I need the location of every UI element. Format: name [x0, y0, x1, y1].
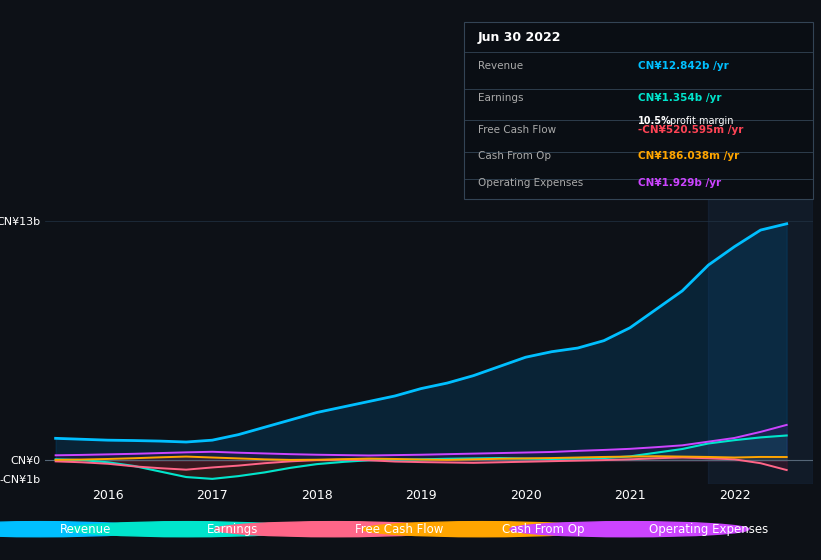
Text: CN¥186.038m /yr: CN¥186.038m /yr	[639, 151, 740, 161]
Text: Free Cash Flow: Free Cash Flow	[478, 125, 556, 135]
Text: Cash From Op: Cash From Op	[502, 522, 585, 536]
Circle shape	[510, 522, 749, 536]
Text: -CN¥520.595m /yr: -CN¥520.595m /yr	[639, 125, 744, 135]
Text: Earnings: Earnings	[207, 522, 259, 536]
Circle shape	[0, 522, 159, 536]
Text: 10.5%: 10.5%	[639, 116, 672, 126]
Text: Operating Expenses: Operating Expenses	[649, 522, 768, 536]
Text: CN¥1.354b /yr: CN¥1.354b /yr	[639, 93, 722, 103]
Text: Revenue: Revenue	[60, 522, 112, 536]
Circle shape	[363, 522, 602, 536]
Text: Free Cash Flow: Free Cash Flow	[355, 522, 443, 536]
Text: Earnings: Earnings	[478, 93, 523, 103]
Text: Revenue: Revenue	[478, 61, 523, 71]
Text: profit margin: profit margin	[670, 116, 733, 126]
Text: CN¥12.842b /yr: CN¥12.842b /yr	[639, 61, 729, 71]
FancyBboxPatch shape	[464, 22, 813, 199]
Text: Operating Expenses: Operating Expenses	[478, 178, 583, 188]
Circle shape	[68, 522, 307, 536]
Circle shape	[215, 522, 454, 536]
Bar	[709, 193, 813, 484]
Text: Cash From Op: Cash From Op	[478, 151, 551, 161]
Text: Jun 30 2022: Jun 30 2022	[478, 31, 562, 44]
Text: CN¥1.929b /yr: CN¥1.929b /yr	[639, 178, 722, 188]
